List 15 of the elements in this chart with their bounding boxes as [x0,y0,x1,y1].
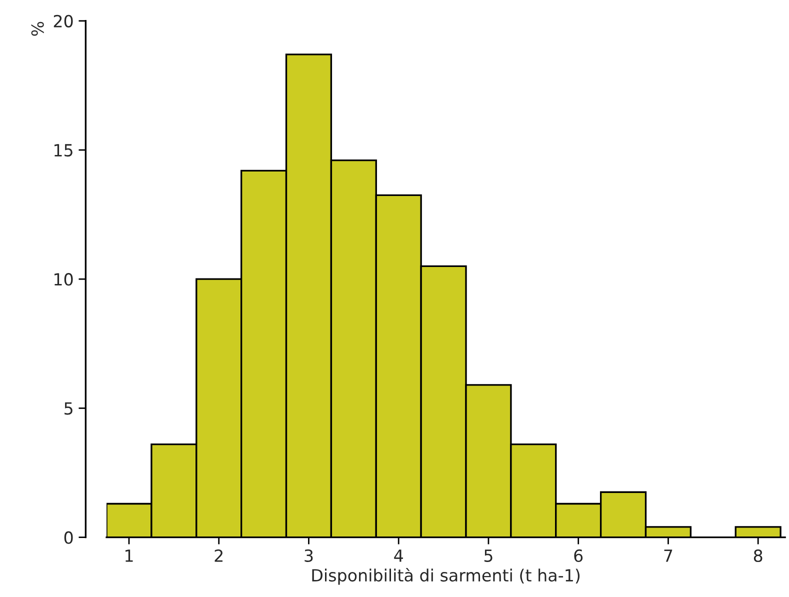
y-axis-title: % [31,22,44,36]
x-tick-label: 5 [484,550,492,562]
x-axis-title: Disponibilità di sarmenti (t ha-1) [312,568,580,585]
x-tick-label: 1 [126,550,133,562]
y-tick-label: 5 [64,402,72,415]
x-tick-label: 8 [754,549,762,562]
x-tick-label: 7 [664,550,672,562]
x-tick-label: 2 [214,549,222,562]
y-tick-label: 10 [54,273,73,286]
x-tick-label: 4 [394,550,403,562]
y-tick-label: 15 [54,144,72,157]
y-tick-label: 0 [64,531,73,544]
y-tick-label: 20 [54,14,73,28]
x-tick-label: 6 [574,549,583,562]
x-tick-label: 3 [304,549,313,562]
